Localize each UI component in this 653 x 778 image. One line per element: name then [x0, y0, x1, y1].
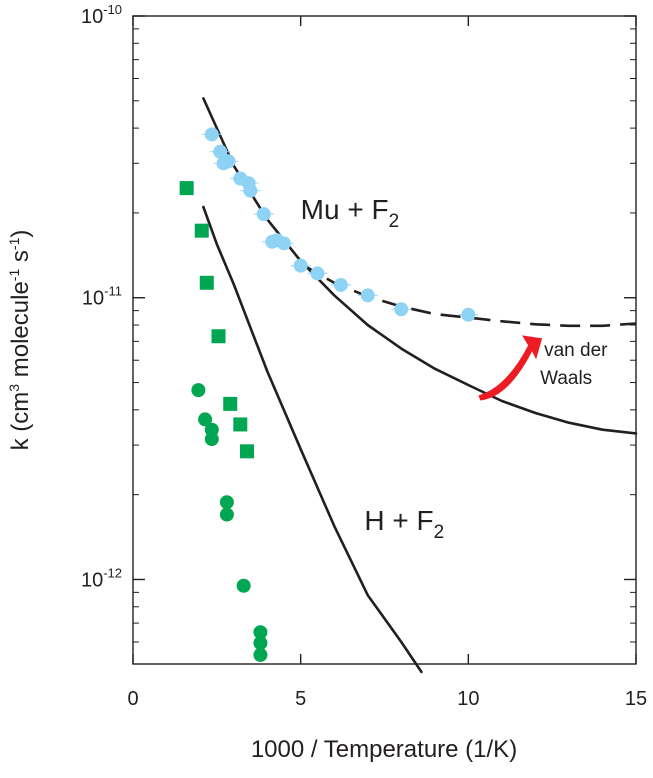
data-point-circle	[198, 412, 213, 427]
x-tick-label: 10	[457, 688, 479, 710]
data-point-circle	[253, 625, 268, 640]
y-tick-label: 10-10	[81, 2, 122, 28]
data-point-circle	[219, 507, 234, 522]
y-axis-title: k (cm3 molecule-1 s-1)	[6, 230, 34, 451]
axis-tick-labels: 0 5 10 15 10-12 10-11 10-10	[81, 2, 647, 710]
y-tick-label: 10-12	[81, 565, 122, 591]
annotation-mu-f2: Mu + F2	[301, 194, 400, 232]
x-tick-label: 5	[295, 688, 306, 710]
annotation-van-der-waals-line1: van der	[544, 340, 608, 361]
data-point-square	[179, 181, 194, 196]
data-point-circle	[204, 432, 219, 447]
data-point-circle	[293, 258, 308, 273]
y-tick-label: 10-11	[82, 284, 122, 310]
solid-curve	[202, 205, 423, 674]
data-point-circle	[204, 127, 219, 142]
data-point-circle	[333, 277, 348, 292]
data-point-circle	[219, 495, 234, 510]
data-point-circle	[276, 236, 291, 251]
data-point-square	[240, 444, 255, 459]
data-point-circle	[221, 154, 236, 169]
data-point-circle	[253, 647, 268, 662]
data-point-square	[211, 329, 226, 344]
data-point-circle	[191, 383, 206, 398]
annotation-h-f2: H + F2	[364, 505, 444, 543]
data-point-square	[223, 396, 238, 411]
data-point-circle	[310, 266, 325, 281]
data-point-circle	[213, 144, 228, 159]
axis-ticks	[132, 15, 637, 664]
annotation-van-der-waals-line2: Waals	[540, 368, 592, 389]
data-point-circle	[236, 578, 251, 593]
van-der-waals-arrow	[478, 335, 543, 401]
x-axis-title: 1000 / Temperature (1/K)	[251, 736, 517, 763]
dashed-curve	[300, 262, 637, 328]
data-point-square	[194, 223, 209, 238]
data-point-circle	[256, 207, 271, 222]
annotations: Mu + F2 H + F2 van der Waals	[301, 194, 608, 543]
data-point-square	[199, 275, 214, 290]
x-tick-label: 15	[625, 688, 647, 710]
data-point-circle	[461, 307, 476, 322]
data-points	[179, 127, 479, 662]
data-point-circle	[360, 288, 375, 303]
x-tick-label: 0	[127, 688, 138, 710]
data-point-circle	[243, 183, 258, 198]
data-point-circle	[394, 302, 409, 317]
data-point-square	[233, 417, 248, 432]
plot-frame	[132, 15, 637, 665]
data-point-circle	[253, 636, 268, 651]
